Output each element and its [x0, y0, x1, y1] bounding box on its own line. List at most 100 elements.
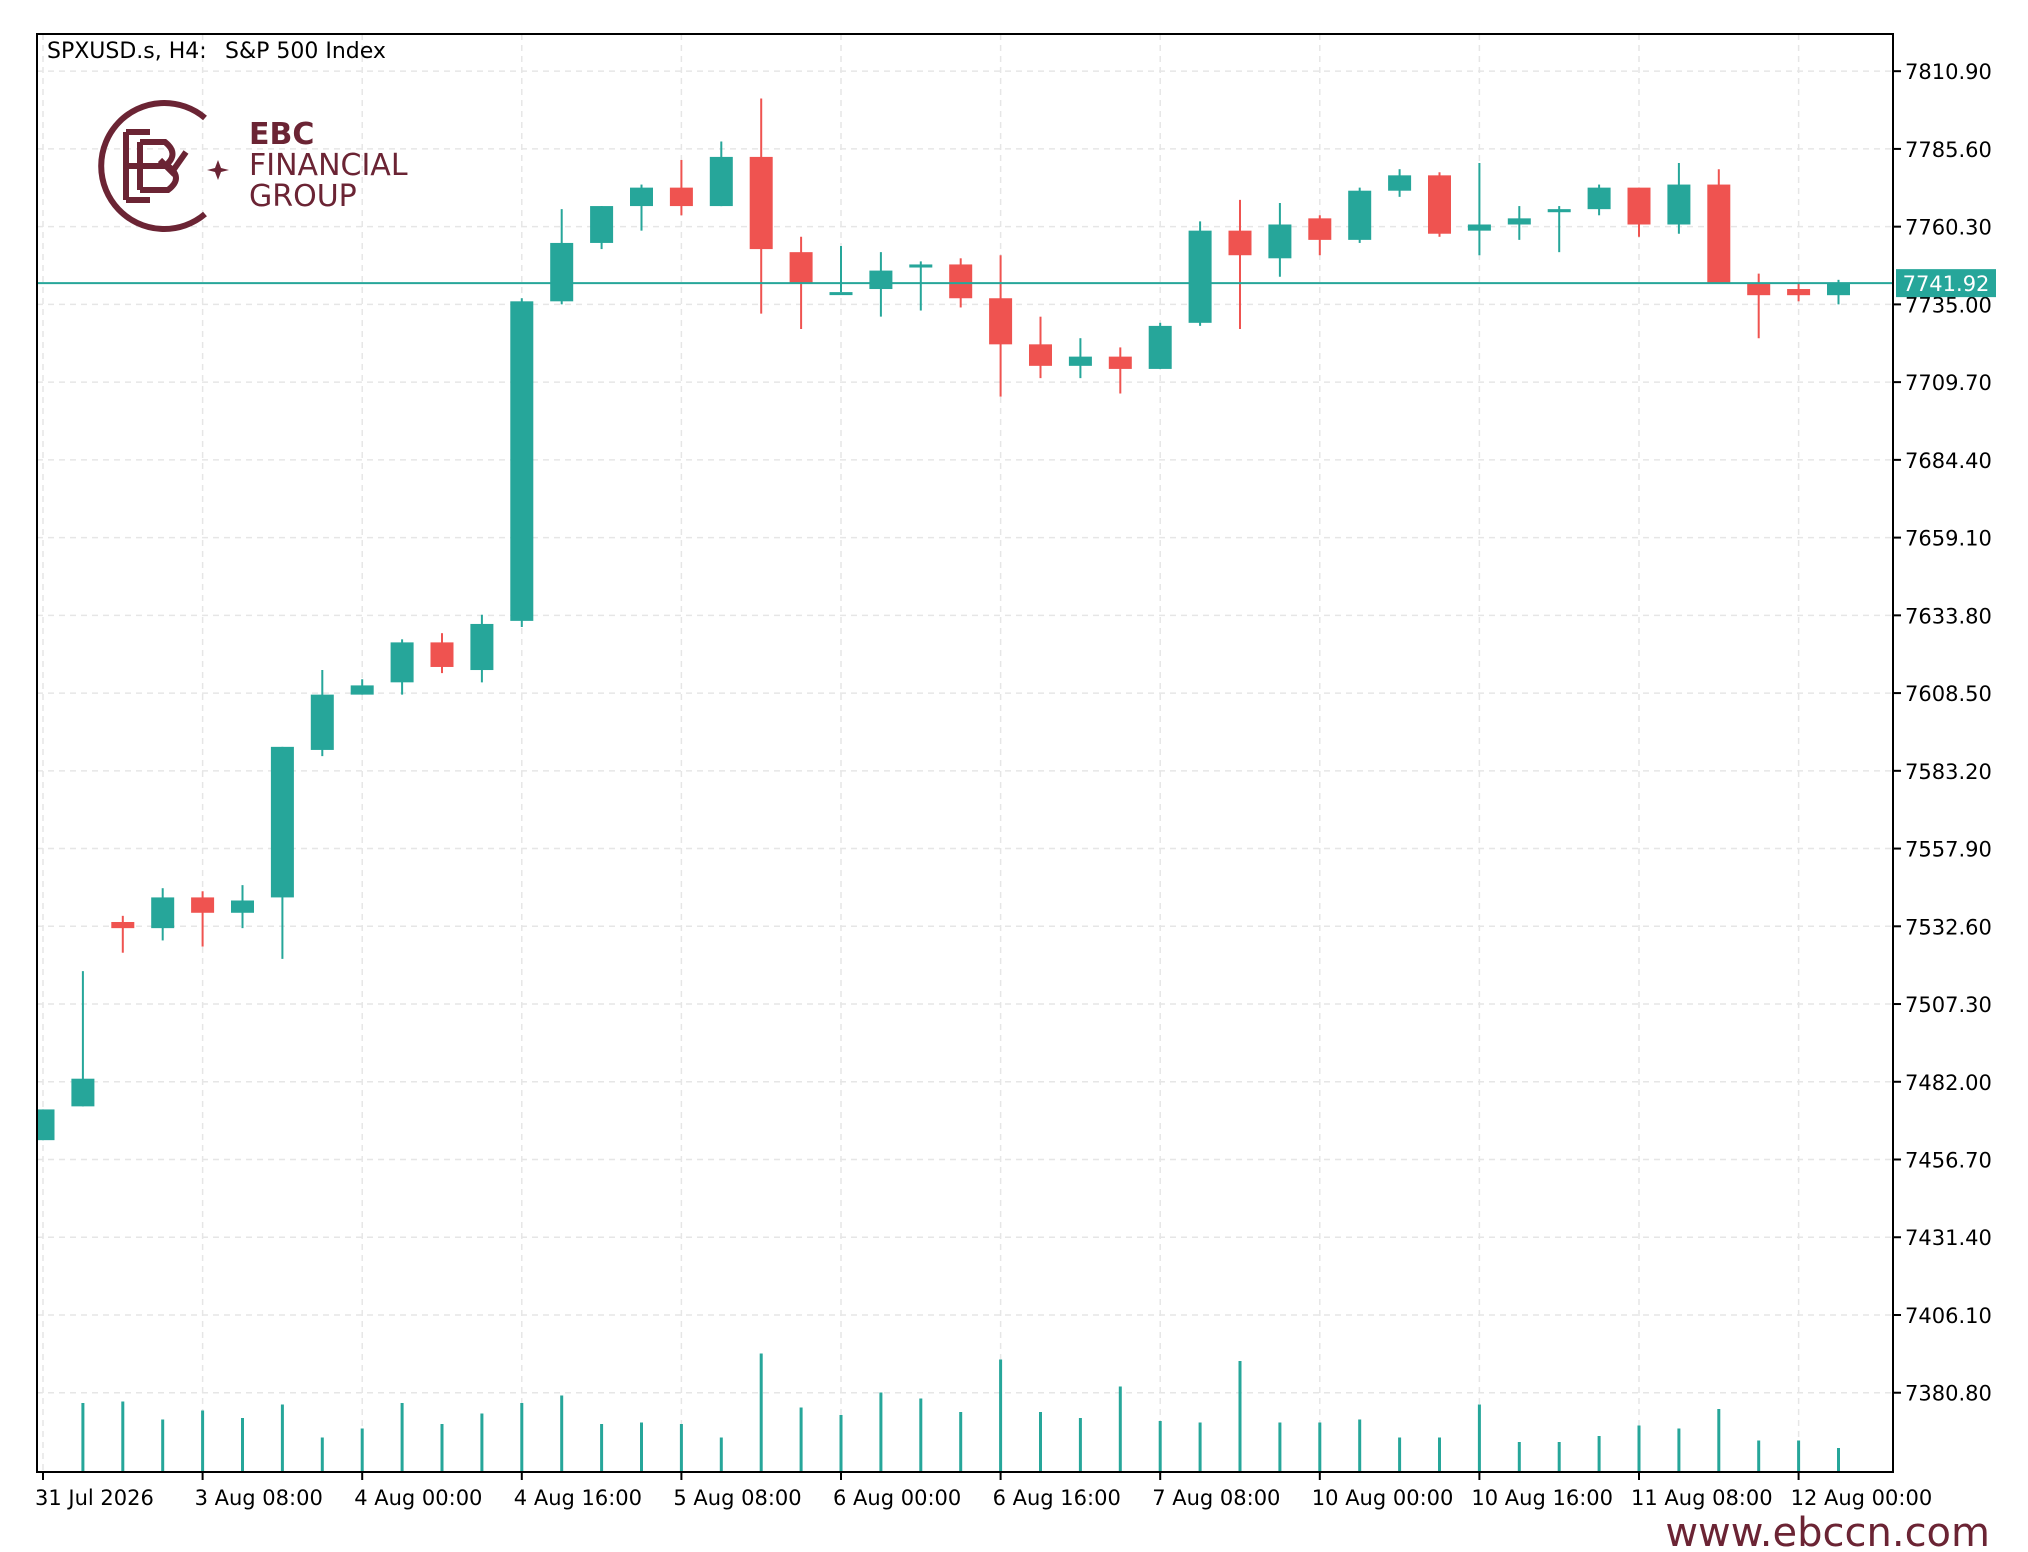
grid: [37, 34, 1893, 1472]
x-tick-label: 3 Aug 08:00: [195, 1486, 323, 1510]
candle: [111, 915, 135, 953]
candle-body: [1108, 356, 1132, 369]
candle: [1587, 184, 1611, 216]
candle-body: [1547, 209, 1571, 213]
candle: [1507, 206, 1531, 240]
candle: [1787, 282, 1811, 302]
x-tick-label: 7 Aug 08:00: [1152, 1486, 1280, 1510]
candle-body: [151, 897, 175, 929]
candle-body: [949, 264, 973, 299]
candle-body: [1467, 224, 1491, 231]
candle: [151, 888, 175, 941]
candle-body: [430, 642, 454, 667]
x-axis: 31 Jul 2026 3 Aug 08:00 4 Aug 00:00 4 Aug 1…: [35, 1472, 1932, 1510]
candle: [38, 1109, 55, 1141]
candle-body: [669, 187, 693, 207]
candle: [1388, 169, 1412, 197]
logo-line-1: EBC: [249, 117, 314, 152]
y-tick-label: 7532.60: [1905, 915, 1992, 939]
y-tick-label: 7482.00: [1905, 1071, 1992, 1095]
sparkle-icon: [207, 160, 229, 180]
candle: [590, 206, 614, 250]
candle-body: [550, 242, 574, 302]
y-tick-label: 7507.30: [1905, 993, 1992, 1017]
volume-bars: [81, 1353, 1840, 1472]
candle: [231, 885, 254, 929]
candle: [1308, 215, 1332, 256]
candle-body: [989, 298, 1013, 345]
candle-body: [1188, 230, 1212, 323]
candle: [430, 633, 454, 674]
candle: [909, 261, 933, 311]
candle: [1228, 199, 1252, 329]
candle: [1627, 187, 1651, 237]
y-tick-label: 7633.80: [1905, 604, 1992, 628]
candle-body: [1627, 187, 1651, 225]
candle-body: [71, 1078, 95, 1107]
candle: [989, 255, 1013, 397]
y-tick-label: 7608.50: [1905, 682, 1992, 706]
candle-body: [630, 187, 653, 207]
candle: [709, 141, 733, 207]
candle: [749, 98, 773, 314]
candle: [310, 670, 334, 757]
candle-body: [1428, 175, 1451, 234]
candle-body: [510, 301, 534, 621]
candle-body: [909, 264, 933, 268]
candle-body: [789, 252, 813, 283]
y-tick-label: 7583.20: [1905, 760, 1992, 784]
candle: [550, 209, 574, 305]
candle: [1188, 221, 1212, 326]
candle: [470, 614, 494, 683]
candle-body: [191, 897, 215, 913]
candle-body: [1029, 344, 1052, 366]
x-tick-label: 6 Aug 00:00: [833, 1486, 961, 1510]
candle: [1747, 273, 1771, 339]
candle: [1348, 187, 1372, 243]
candle: [1029, 316, 1052, 379]
y-axis: 7810.90 7785.60 7760.30 7735.00 7709.70 7684.…: [1893, 60, 1992, 1406]
candle: [669, 159, 693, 216]
candle-body: [310, 694, 334, 750]
candle: [390, 639, 414, 695]
x-tick-label: 10 Aug 16:00: [1471, 1486, 1613, 1510]
candle: [1547, 206, 1571, 253]
logo-line-2: FINANCIAL: [249, 148, 408, 183]
y-tick-label: 7735.00: [1905, 293, 1992, 317]
candle-body: [1827, 282, 1850, 296]
candle-body: [38, 1109, 55, 1141]
candle-body: [1787, 289, 1811, 296]
candlesticks: [38, 98, 1850, 1141]
price-label: 7741.92: [1903, 272, 1990, 296]
x-tick-label: 5 Aug 08:00: [673, 1486, 801, 1510]
y-tick-label: 7431.40: [1905, 1226, 1992, 1250]
plot-frame: [36, 33, 1894, 1473]
ebc-logo: EBC FINANCIAL GROUP: [98, 100, 408, 232]
candle: [1268, 202, 1292, 277]
candle-body: [1587, 187, 1611, 210]
candle-body: [1308, 218, 1332, 240]
candle-body: [1707, 184, 1731, 283]
y-tick-label: 7760.30: [1905, 216, 1992, 240]
candle-body: [1507, 218, 1531, 225]
candle: [869, 252, 893, 317]
candle-body: [1148, 325, 1172, 369]
candle: [1068, 338, 1092, 379]
y-tick-label: 7406.10: [1905, 1304, 1992, 1328]
candle-body: [350, 685, 374, 695]
candle-body: [470, 623, 494, 671]
x-tick-label: 11 Aug 08:00: [1631, 1486, 1773, 1510]
candle-body: [1747, 282, 1771, 296]
candle: [1108, 347, 1132, 394]
website-watermark: www.ebccn.com: [1665, 1510, 1990, 1552]
candle: [191, 891, 215, 947]
candle-body: [1667, 184, 1691, 225]
candle-body: [749, 156, 773, 250]
candle: [829, 246, 853, 296]
ebc-logo-mark-icon: [98, 100, 207, 232]
candle: [510, 298, 534, 628]
candle-body: [869, 270, 893, 290]
candle-body: [1228, 230, 1252, 256]
candle: [1428, 172, 1451, 237]
